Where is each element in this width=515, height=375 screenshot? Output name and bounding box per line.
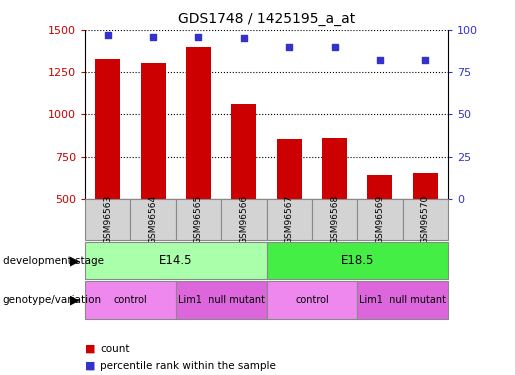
Text: GSM96566: GSM96566 <box>239 195 248 244</box>
Bar <box>312 199 357 240</box>
Text: Lim1  null mutant: Lim1 null mutant <box>178 295 265 305</box>
Point <box>149 34 157 40</box>
Bar <box>231 104 256 199</box>
Bar <box>267 199 312 240</box>
Text: GSM96569: GSM96569 <box>375 195 385 244</box>
Bar <box>176 281 267 319</box>
Bar <box>85 199 130 240</box>
Bar <box>277 139 302 199</box>
Text: GSM96568: GSM96568 <box>330 195 339 244</box>
Bar <box>130 199 176 240</box>
Bar <box>85 242 267 279</box>
Bar <box>368 175 392 199</box>
Text: ▶: ▶ <box>70 254 80 267</box>
Text: percentile rank within the sample: percentile rank within the sample <box>100 361 277 370</box>
Bar <box>176 199 221 240</box>
Bar <box>357 199 403 240</box>
Text: GSM96567: GSM96567 <box>285 195 294 244</box>
Point <box>421 57 430 63</box>
Title: GDS1748 / 1425195_a_at: GDS1748 / 1425195_a_at <box>178 12 355 26</box>
Text: ■: ■ <box>85 344 99 354</box>
Bar <box>221 199 267 240</box>
Text: ■: ■ <box>85 361 99 370</box>
Bar <box>95 59 120 199</box>
Bar <box>413 173 438 199</box>
Bar <box>322 138 347 199</box>
Text: GSM96565: GSM96565 <box>194 195 203 244</box>
Point <box>194 34 202 40</box>
Bar <box>186 47 211 199</box>
Point <box>239 36 248 42</box>
Point <box>376 57 384 63</box>
Text: genotype/variation: genotype/variation <box>3 295 101 305</box>
Text: control: control <box>295 295 329 305</box>
Bar <box>85 281 176 319</box>
Bar <box>141 63 165 199</box>
Text: GSM96563: GSM96563 <box>103 195 112 244</box>
Bar <box>403 199 448 240</box>
Text: ▶: ▶ <box>70 294 80 306</box>
Text: GSM96564: GSM96564 <box>148 195 158 244</box>
Text: control: control <box>113 295 147 305</box>
Bar <box>267 242 448 279</box>
Text: E14.5: E14.5 <box>159 254 193 267</box>
Text: development stage: development stage <box>3 256 104 266</box>
Bar <box>267 281 357 319</box>
Point <box>285 44 294 50</box>
Text: E18.5: E18.5 <box>340 254 374 267</box>
Text: GSM96570: GSM96570 <box>421 195 430 244</box>
Text: count: count <box>100 344 130 354</box>
Point <box>331 44 339 50</box>
Bar <box>357 281 448 319</box>
Point <box>104 32 112 38</box>
Text: Lim1  null mutant: Lim1 null mutant <box>359 295 446 305</box>
